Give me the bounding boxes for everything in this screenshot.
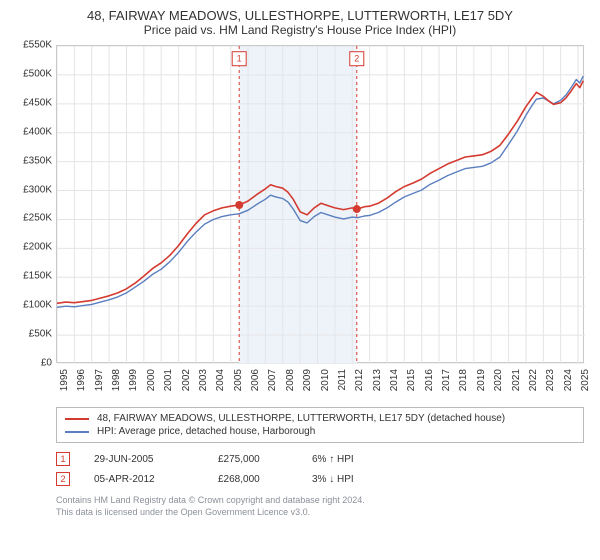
legend-swatch <box>65 431 89 433</box>
event-row: 1 29-JUN-2005 £275,000 6% ↑ HPI <box>56 449 584 469</box>
x-tick-label: 2013 <box>372 369 383 391</box>
x-tick-label: 2006 <box>250 369 261 391</box>
legend-label: 48, FAIRWAY MEADOWS, ULLESTHORPE, LUTTER… <box>97 413 505 424</box>
x-tick-label: 2023 <box>545 369 556 391</box>
legend-swatch <box>65 418 89 420</box>
footer-line1: Contains HM Land Registry data © Crown c… <box>56 495 584 507</box>
x-tick-label: 2021 <box>511 369 522 391</box>
event-price: £268,000 <box>218 474 288 485</box>
x-axis-labels: 1995 1996 1997 1998 1999 2000 2001 2002 2003 2004… <box>56 367 584 403</box>
y-tick-label: £200K <box>23 242 52 253</box>
x-tick-label: 2001 <box>163 369 174 391</box>
x-tick-label: 2012 <box>354 369 365 391</box>
y-tick-label: £550K <box>23 40 52 51</box>
chart-title-line1: 48, FAIRWAY MEADOWS, ULLESTHORPE, LUTTER… <box>14 8 586 23</box>
y-tick-label: £100K <box>23 300 52 311</box>
footer: Contains HM Land Registry data © Crown c… <box>56 495 584 518</box>
y-tick-label: £50K <box>29 329 52 340</box>
x-tick-label: 2022 <box>528 369 539 391</box>
x-tick-label: 2005 <box>233 369 244 391</box>
x-tick-label: 1999 <box>128 369 139 391</box>
x-tick-label: 2003 <box>198 369 209 391</box>
legend-row: 48, FAIRWAY MEADOWS, ULLESTHORPE, LUTTER… <box>65 412 575 425</box>
y-tick-label: £350K <box>23 155 52 166</box>
x-tick-label: 2017 <box>441 369 452 391</box>
x-tick-label: 1995 <box>59 369 70 391</box>
legend: 48, FAIRWAY MEADOWS, ULLESTHORPE, LUTTER… <box>56 407 584 443</box>
x-tick-label: 2014 <box>389 369 400 391</box>
x-tick-label: 2020 <box>493 369 504 391</box>
event-date: 05-APR-2012 <box>94 474 194 485</box>
svg-text:2: 2 <box>354 54 359 64</box>
events-table: 1 29-JUN-2005 £275,000 6% ↑ HPI 2 05-APR… <box>56 449 584 489</box>
x-tick-label: 2002 <box>181 369 192 391</box>
legend-row: HPI: Average price, detached house, Harb… <box>65 425 575 438</box>
y-tick-label: £150K <box>23 271 52 282</box>
event-price: £275,000 <box>218 454 288 465</box>
event-date: 29-JUN-2005 <box>94 454 194 465</box>
x-tick-label: 1998 <box>111 369 122 391</box>
event-marker-2: 2 <box>56 472 70 486</box>
x-tick-label: 1997 <box>94 369 105 391</box>
y-tick-label: £450K <box>23 97 52 108</box>
x-tick-label: 2008 <box>285 369 296 391</box>
y-tick-label: £400K <box>23 126 52 137</box>
y-tick-label: £500K <box>23 68 52 79</box>
x-tick-label: 1996 <box>76 369 87 391</box>
x-tick-label: 2016 <box>424 369 435 391</box>
x-tick-label: 2004 <box>215 369 226 391</box>
event-marker-1: 1 <box>56 452 70 466</box>
event-delta: 6% ↑ HPI <box>312 454 392 465</box>
chart-title-line2: Price paid vs. HM Land Registry's House … <box>14 23 586 37</box>
x-tick-label: 2024 <box>563 369 574 391</box>
x-tick-label: 2009 <box>302 369 313 391</box>
x-tick-label: 2025 <box>580 369 591 391</box>
x-tick-label: 2018 <box>458 369 469 391</box>
legend-label: HPI: Average price, detached house, Harb… <box>97 426 315 437</box>
x-tick-label: 2007 <box>267 369 278 391</box>
x-tick-label: 2011 <box>337 369 348 391</box>
event-row: 2 05-APR-2012 £268,000 3% ↓ HPI <box>56 469 584 489</box>
x-tick-label: 2015 <box>406 369 417 391</box>
plot-svg: 12 <box>57 46 585 364</box>
y-tick-label: £250K <box>23 213 52 224</box>
svg-text:1: 1 <box>237 54 242 64</box>
y-axis-labels: £0£50K£100K£150K£200K£250K£300K£350K£400… <box>14 43 54 363</box>
x-tick-label: 2019 <box>476 369 487 391</box>
event-delta: 3% ↓ HPI <box>312 474 392 485</box>
chart-area: £0 £50K £100K £150K £200K £250K £300K £350K £400… <box>14 43 586 403</box>
plot-region: 12 <box>56 45 584 363</box>
y-tick-label: £300K <box>23 184 52 195</box>
y-tick-label: £0 <box>41 358 52 369</box>
footer-line2: This data is licensed under the Open Gov… <box>56 507 584 519</box>
x-tick-label: 2000 <box>146 369 157 391</box>
x-tick-label: 2010 <box>320 369 331 391</box>
